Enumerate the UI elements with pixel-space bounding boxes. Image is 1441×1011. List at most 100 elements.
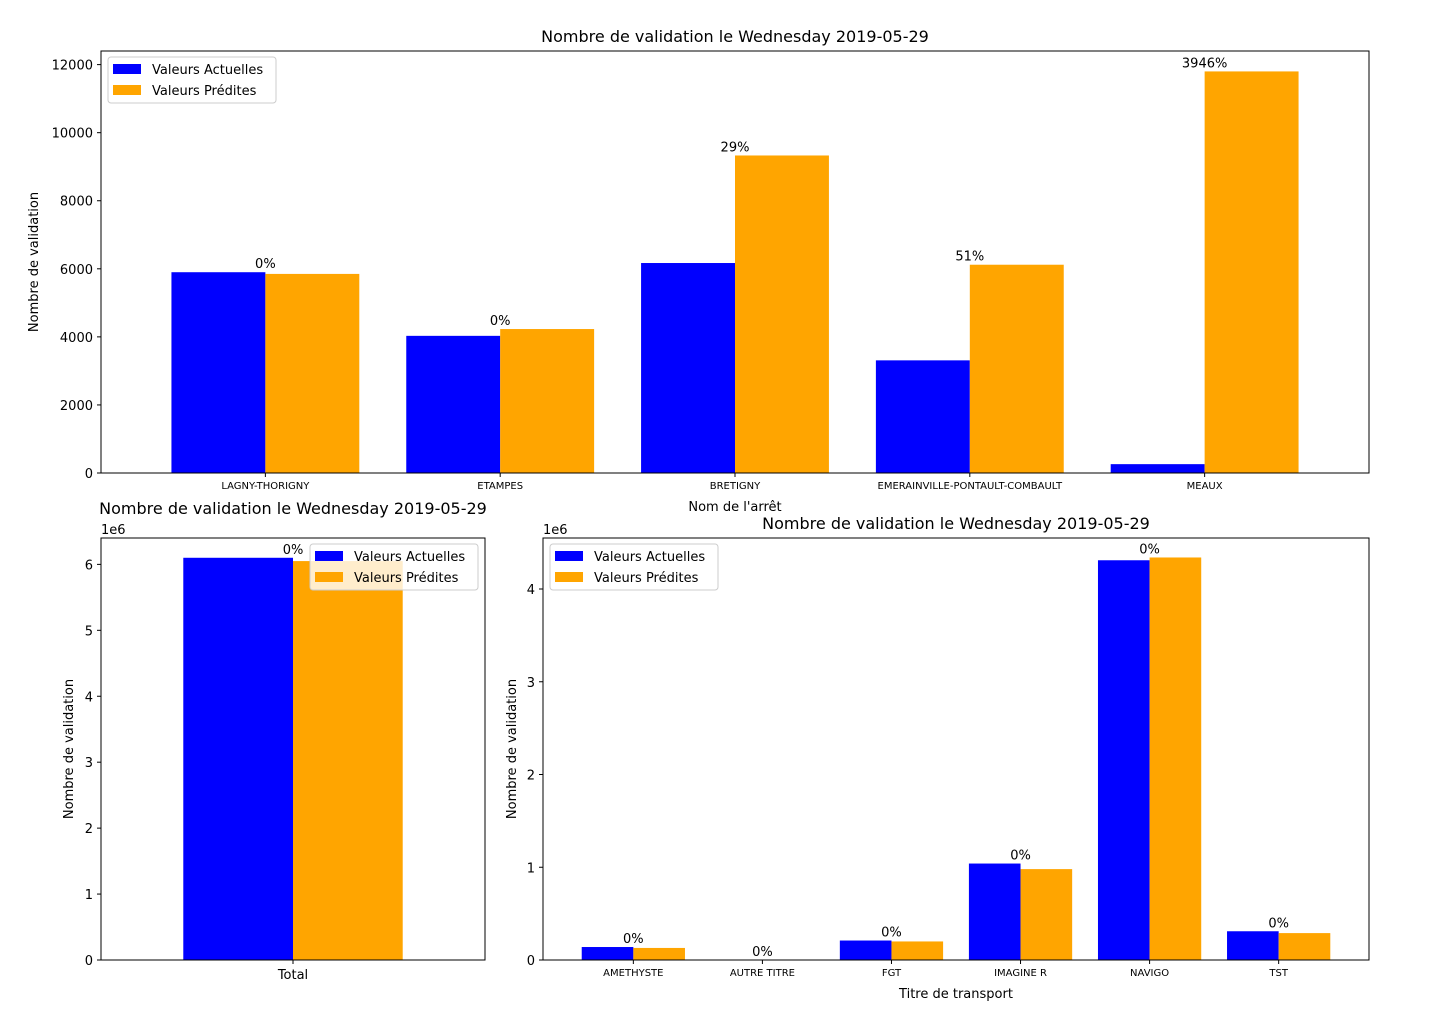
legend-box [107, 56, 277, 104]
legend: Valeurs Actuelles Valeurs Prédites [549, 543, 719, 591]
legend-swatch [555, 572, 583, 582]
bar-annotation: 51% [955, 250, 984, 265]
bar-actual-1 [406, 335, 501, 473]
bar-actual-4 [1097, 560, 1150, 960]
legend-label: Valeurs Actuelles [152, 63, 263, 78]
y-tick-label: 2 [527, 769, 535, 784]
y-tick-label: 3 [85, 756, 93, 771]
bar-actual-5 [1227, 931, 1279, 960]
y-tick-label: 6000 [60, 263, 93, 278]
y-axis-label: Nombre de validation [505, 679, 520, 819]
bar-predicted-5 [1278, 933, 1331, 960]
bars: 0% [183, 543, 403, 960]
plot-frame [100, 537, 486, 961]
bar-predicted-2 [735, 155, 829, 474]
bars: 0% 0% 29% 51% 3946% [171, 56, 1299, 474]
x-tick-label: AUTRE TITRE [730, 968, 795, 979]
legend: Valeurs Actuelles Valeurs Prédites [309, 543, 479, 591]
y-tick-label: 5 [85, 624, 93, 639]
bar-actual-4 [1110, 464, 1205, 473]
bar-annotation: 0% [752, 945, 773, 960]
chart-title: Nombre de validation le Wednesday 2019-0… [762, 514, 1150, 533]
y-tick-label: 0 [85, 467, 93, 482]
y-tick-label: 2 [85, 822, 93, 837]
bar-annotation: 3946% [1182, 56, 1227, 71]
y-tick-label: 2000 [60, 399, 93, 414]
y-tick-label: 12000 [52, 59, 93, 74]
plot-frame [100, 50, 1370, 474]
bar-annotation: 0% [1010, 849, 1031, 864]
bar-actual-3 [968, 863, 1021, 960]
chart-panel-2: 0% Total 0 1 2 3 4 5 6 1e6 Nombre de validation le… [62, 499, 487, 983]
bar-actual-2 [839, 940, 892, 960]
bar-annotation: 0% [623, 932, 644, 947]
legend-label: Valeurs Prédites [354, 571, 459, 586]
bar-predicted-0 [293, 561, 403, 960]
y-tick-label: 0 [85, 954, 93, 969]
chart-panel-3: 0% 0% 0% 0% 0% 0% AMETHYSTE AUTRE TITRE FGT IMAGI… [505, 514, 1370, 1002]
bar-annotation: 0% [255, 257, 276, 272]
y-tick-label: 3 [527, 676, 535, 691]
bars: 0% 0% 0% 0% 0% 0% [581, 542, 1331, 960]
x-tick-label: IMAGINE R [994, 968, 1047, 979]
y-offset-label: 1e6 [101, 523, 126, 538]
y-tick-label: 1 [85, 888, 93, 903]
x-tick-label: ETAMPES [477, 481, 523, 492]
bar-predicted-4 [1204, 71, 1299, 474]
y-tick-label: 4 [527, 583, 535, 598]
bar-actual-3 [875, 360, 970, 473]
chart-title: Nombre de validation le Wednesday 2019-0… [541, 27, 929, 46]
legend-swatch [113, 85, 141, 95]
legend-box [549, 543, 719, 591]
y-tick-label: 8000 [60, 195, 93, 210]
bar-predicted-3 [1020, 869, 1073, 960]
legend-label: Valeurs Actuelles [354, 550, 465, 565]
bar-actual-0 [183, 557, 293, 960]
bar-annotation: 0% [490, 314, 511, 329]
x-axis-label: Nom de l'arrêt [688, 500, 781, 515]
y-tick-label: 10000 [52, 127, 93, 142]
bar-predicted-4 [1149, 557, 1202, 960]
bar-predicted-0 [265, 273, 360, 473]
bar-annotation: 0% [1139, 542, 1160, 557]
legend-label: Valeurs Prédites [594, 571, 699, 586]
legend-label: Valeurs Prédites [152, 84, 257, 99]
chart-title: Nombre de validation le Wednesday 2019-0… [99, 499, 487, 518]
x-tick-label: Total [277, 968, 308, 983]
legend-box [309, 543, 479, 591]
bar-annotation: 0% [283, 543, 304, 558]
y-tick-label: 6 [85, 558, 93, 573]
bar-predicted-0 [633, 947, 685, 960]
legend-label: Valeurs Actuelles [594, 550, 705, 565]
chart-panel-1: 0% 0% 29% 51% 3946% LAGNY-THORIGNY ETAMPES BRET… [27, 27, 1370, 515]
x-axis-label: Titre de transport [898, 987, 1013, 1002]
y-tick-label: 4000 [60, 331, 93, 346]
y-offset-label: 1e6 [543, 523, 568, 538]
x-tick-label: LAGNY-THORIGNY [221, 481, 310, 492]
y-tick-label: 0 [527, 954, 535, 969]
bar-annotation: 0% [881, 926, 902, 941]
bar-predicted-1 [500, 329, 595, 473]
x-tick-label: TST [1268, 968, 1288, 979]
legend-swatch [315, 572, 343, 582]
x-tick-label: MEAUX [1187, 481, 1223, 492]
bar-actual-0 [171, 272, 266, 473]
y-tick-label: 4 [85, 690, 93, 705]
legend-swatch [315, 551, 343, 561]
y-tick-label: 1 [527, 861, 535, 876]
legend-swatch [113, 64, 141, 74]
x-tick-label: AMETHYSTE [603, 968, 663, 979]
x-tick-label: NAVIGO [1130, 968, 1169, 979]
bar-predicted-2 [891, 941, 944, 960]
bar-annotation: 0% [1268, 916, 1289, 931]
bar-annotation: 29% [721, 140, 750, 155]
y-axis-label: Nombre de validation [62, 679, 77, 819]
bar-actual-0 [581, 947, 634, 960]
x-tick-label: FGT [882, 968, 902, 979]
bar-predicted-3 [969, 264, 1064, 473]
x-tick-label: BRETIGNY [710, 481, 761, 492]
legend-swatch [555, 551, 583, 561]
y-axis-label: Nombre de validation [27, 192, 42, 332]
legend: Valeurs Actuelles Valeurs Prédites [107, 56, 277, 104]
